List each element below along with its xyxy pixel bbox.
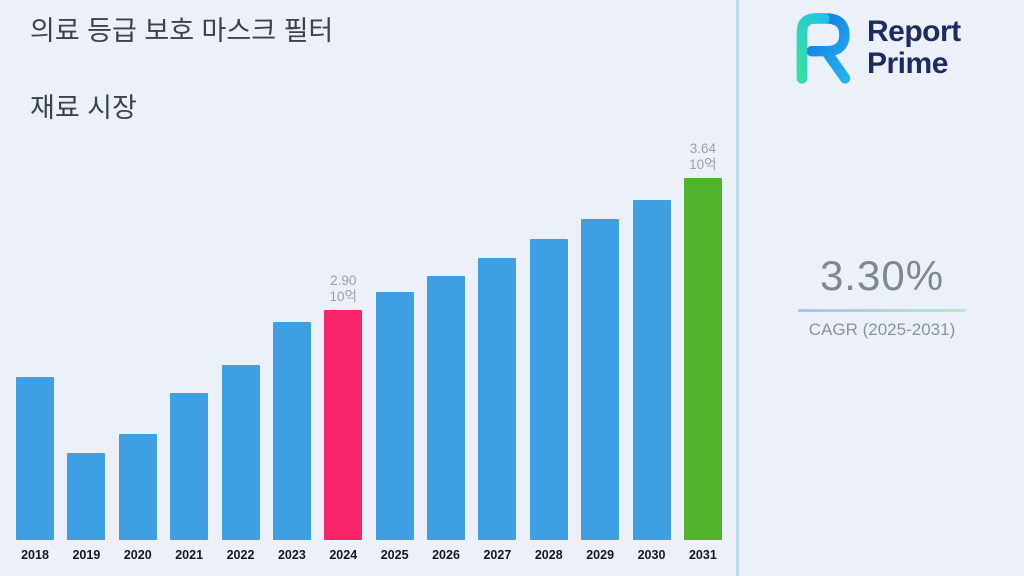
- bar-2024: [324, 310, 363, 540]
- cagr-value: 3.30%: [819, 252, 945, 299]
- x-axis-label-2029: 2029: [586, 548, 615, 562]
- bar-column-2031: 3.64 10억 2031: [683, 141, 722, 562]
- x-axis-label-2023: 2023: [277, 548, 306, 562]
- bar-2029: [581, 219, 620, 540]
- bar-column-2020: 2020: [118, 434, 157, 562]
- x-axis-label-2026: 2026: [432, 548, 460, 562]
- bar-column-2028: 2028: [529, 239, 568, 562]
- x-axis-label-2028: 2028: [534, 548, 563, 562]
- bar-2030: [632, 200, 671, 540]
- x-axis-label-2018: 2018: [21, 548, 49, 562]
- bar-column-2021: 2021: [170, 393, 209, 562]
- bar-2031: [683, 178, 722, 540]
- bar-2023: [272, 322, 311, 540]
- x-axis-label-2024: 2024: [329, 548, 358, 562]
- x-axis-label-2025: 2025: [380, 548, 409, 562]
- vertical-divider: [736, 0, 739, 576]
- bar-column-2025: 2025: [375, 292, 414, 562]
- bar-2022: [221, 365, 260, 540]
- x-axis-label-2019: 2019: [72, 548, 101, 562]
- x-axis-label-2021: 2021: [175, 548, 204, 562]
- bar-column-2019: 2019: [67, 453, 106, 562]
- bar-chart: 2018 2019 2020 2021 2022 2023 2.90 10억 2024 2025 2…: [16, 141, 722, 562]
- bar-column-2024: 2.90 10억 2024: [324, 273, 363, 562]
- brand-name-line2: Prime: [867, 47, 948, 80]
- bar-column-2023: 2023: [272, 322, 311, 562]
- bar-column-2029: 2029: [581, 219, 620, 562]
- x-axis-label-2022: 2022: [226, 548, 255, 562]
- bar-column-2026: 2026: [427, 276, 465, 562]
- bar-2028: [529, 239, 568, 540]
- bar-2018: [16, 377, 54, 540]
- bar-2025: [375, 292, 414, 540]
- bar-value-label-2031: 3.64 10억: [689, 141, 717, 173]
- x-axis-label-2031: 2031: [688, 548, 717, 562]
- bar-chart-bars: 2018 2019 2020 2021 2022 2023 2.90 10억 2024 2025 2…: [16, 141, 722, 562]
- brand-header: Report Prime: [778, 8, 961, 88]
- cagr-panel: 3.30% CAGR (2025-2031): [792, 252, 972, 340]
- bar-column-2030: 2030: [632, 200, 671, 562]
- brand-name: Report Prime: [867, 14, 961, 80]
- bar-2020: [118, 434, 157, 540]
- cagr-accent-rule: [798, 309, 966, 312]
- bar-2019: [67, 453, 106, 540]
- bar-2021: [170, 393, 209, 540]
- bar-2026: [427, 276, 465, 540]
- bar-column-2027: 2027: [478, 258, 517, 562]
- page-title-line2: 재료 시장: [30, 92, 137, 123]
- x-axis-label-2027: 2027: [483, 548, 512, 562]
- report-prime-logo-icon: [796, 13, 851, 84]
- x-axis-label-2020: 2020: [123, 548, 152, 562]
- bar-column-2022: 2022: [221, 365, 260, 562]
- page-title: 의료 등급 보호 마스크 필터 재료 시장: [30, 12, 333, 127]
- page-title-line1: 의료 등급 보호 마스크 필터: [30, 16, 334, 46]
- bar-value-label-2024: 2.90 10억: [329, 273, 357, 305]
- brand-name-line1: Report: [867, 14, 961, 48]
- x-axis-label-2030: 2030: [637, 548, 666, 562]
- bar-column-2018: 2018: [16, 377, 54, 562]
- cagr-label: CAGR (2025-2031): [808, 320, 956, 339]
- bar-2027: [478, 258, 517, 540]
